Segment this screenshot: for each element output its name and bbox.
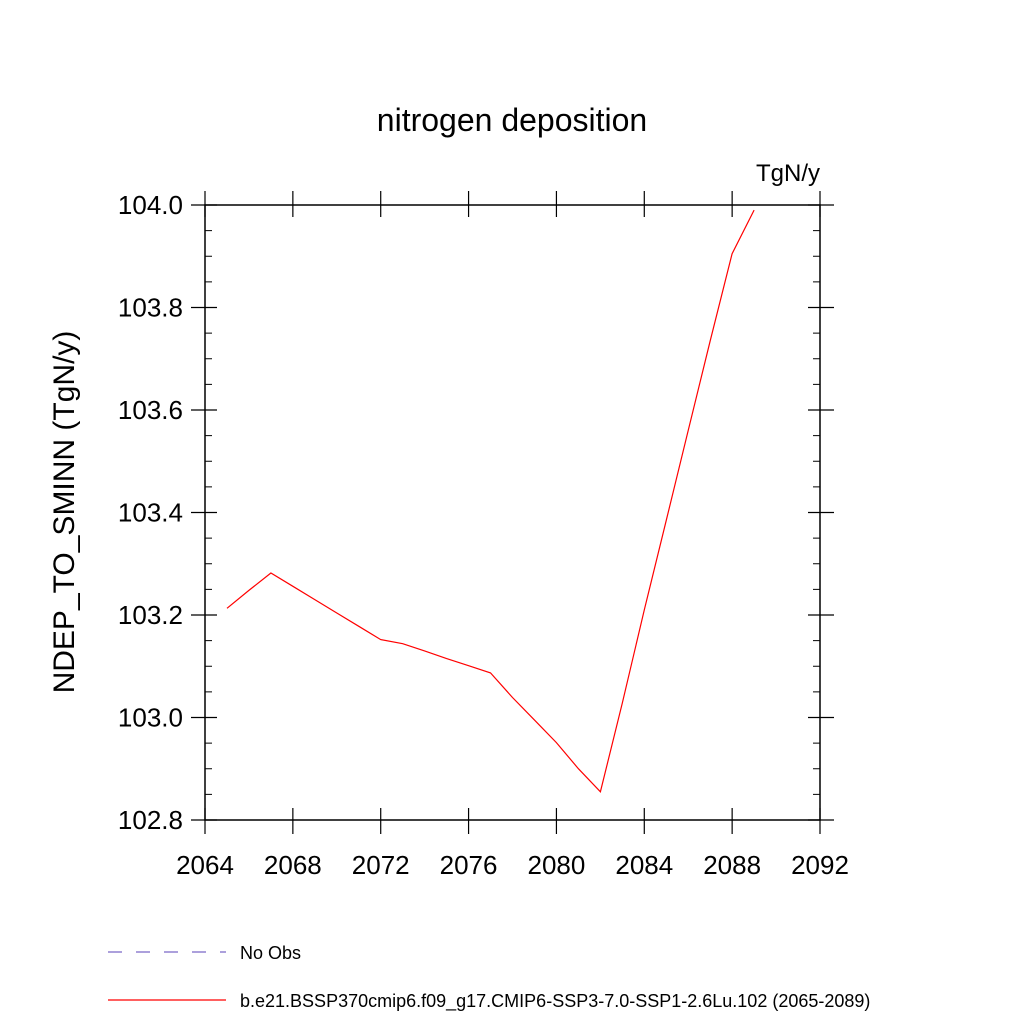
- y-tick-label: 103.2: [118, 600, 183, 630]
- x-tick-label: 2088: [703, 850, 761, 880]
- x-tick-label: 2084: [615, 850, 673, 880]
- y-tick-label: 103.6: [118, 395, 183, 425]
- x-tick-label: 2092: [791, 850, 849, 880]
- y-tick-label: 104.0: [118, 190, 183, 220]
- y-axis-label: NDEP_TO_SMINN (TgN/y): [48, 331, 81, 694]
- x-tick-label: 2080: [528, 850, 586, 880]
- y-tick-label: 103.4: [118, 498, 183, 528]
- legend-label-0: b.e21.BSSP370cmip6.f09_g17.CMIP6-SSP3-7.…: [240, 991, 870, 1012]
- units-label: TgN/y: [756, 160, 820, 187]
- chart-title: nitrogen deposition: [377, 102, 647, 138]
- legend-label-1: No Obs: [240, 943, 301, 963]
- x-tick-label: 2064: [176, 850, 234, 880]
- plot-frame: [204, 204, 821, 821]
- x-tick-label: 2068: [264, 850, 322, 880]
- series-line-0: [226, 209, 755, 794]
- x-tick-label: 2072: [352, 850, 410, 880]
- plot-axes: 2064 2068 2072 2076 2080 2084 2088 2092 102.8 103…: [118, 190, 849, 880]
- series-layer: [226, 209, 755, 794]
- y-tick-label: 102.8: [118, 805, 183, 835]
- y-tick-label: 103.0: [118, 703, 183, 733]
- y-tick-label: 103.8: [118, 293, 183, 323]
- legend: No Obs b.e21.BSSP370cmip6.f09_g17.CMIP6-S…: [108, 943, 870, 1012]
- x-tick-label: 2076: [440, 850, 498, 880]
